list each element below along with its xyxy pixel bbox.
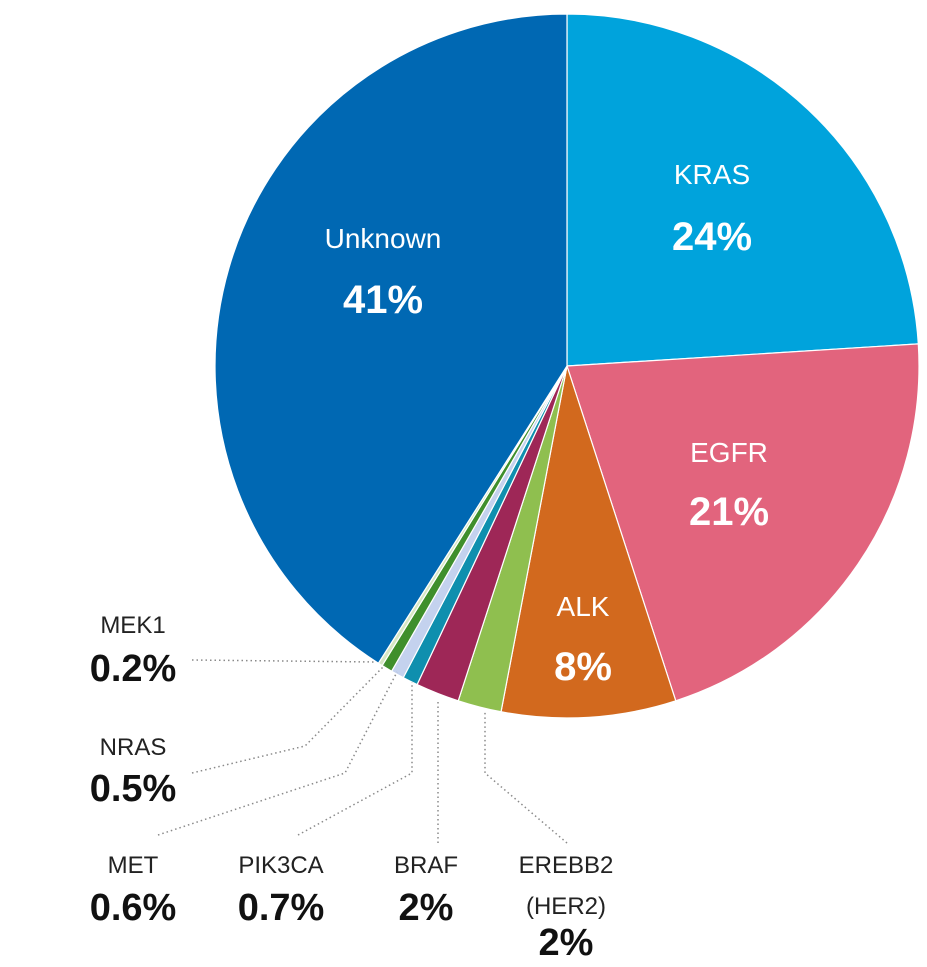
slice-alk bbox=[500, 365, 677, 719]
leader-line-erebb2 bbox=[484, 712, 568, 844]
slice-label-pik3ca: PIK3CA bbox=[238, 852, 323, 879]
slice-percent-kras: 24% bbox=[672, 215, 752, 259]
slice-percent-unknown: 41% bbox=[343, 278, 423, 322]
slice-label-kras: KRAS bbox=[674, 159, 750, 190]
slice-label-alk: ALK bbox=[557, 591, 610, 622]
slice-percent-nras: 0.5% bbox=[90, 768, 177, 810]
slice-label-met: MET bbox=[108, 852, 159, 879]
slice-unknown bbox=[214, 13, 568, 665]
slice-kras bbox=[566, 13, 919, 367]
leader-lines bbox=[157, 659, 568, 844]
slice-label2-erebb2: (HER2) bbox=[526, 893, 606, 920]
pie-slices bbox=[214, 13, 920, 719]
leader-line-mek1 bbox=[191, 659, 376, 663]
leader-line-met bbox=[157, 671, 398, 836]
slice-percent-met: 0.6% bbox=[90, 887, 177, 929]
slice-egfr bbox=[566, 343, 920, 702]
slice-percent-mek1: 0.2% bbox=[90, 648, 177, 690]
slice-percent-erebb2: 2% bbox=[539, 922, 594, 964]
slice-percent-braf: 2% bbox=[399, 887, 454, 929]
slice-labels: KRAS24%EGFR21%ALK8%EREBB2(HER2)2%BRAF2%P… bbox=[90, 159, 769, 964]
slice-label-unknown: Unknown bbox=[325, 223, 442, 254]
slice-label-braf: BRAF bbox=[394, 852, 458, 879]
slice-percent-alk: 8% bbox=[554, 645, 612, 689]
slice-percent-pik3ca: 0.7% bbox=[238, 887, 325, 929]
slice-label-erebb2: EREBB2 bbox=[519, 852, 614, 879]
slice-label-mek1: MEK1 bbox=[100, 612, 165, 639]
slice-label-nras: NRAS bbox=[100, 734, 167, 761]
leader-line-pik3ca bbox=[297, 682, 413, 836]
slice-percent-egfr: 21% bbox=[689, 490, 769, 534]
leader-line-nras bbox=[191, 664, 386, 774]
slice-label-egfr: EGFR bbox=[690, 437, 768, 468]
